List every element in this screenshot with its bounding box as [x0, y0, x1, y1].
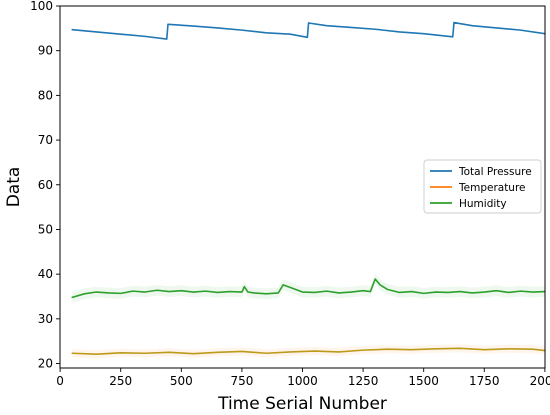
- x-tick-label: 1750: [469, 374, 500, 388]
- x-tick-label: 1250: [348, 374, 379, 388]
- y-tick-label: 80: [38, 88, 53, 102]
- legend: Total Pressure Temperature Humidity: [423, 159, 542, 214]
- legend-entry: Humidity: [459, 198, 507, 210]
- y-tick-label: 70: [38, 133, 53, 147]
- x-axis-title: Time Serial Number: [217, 394, 387, 414]
- y-tick-label: 100: [30, 0, 53, 13]
- y-tick-label: 20: [38, 357, 53, 371]
- series-line-temperature: [71, 347, 546, 355]
- x-tick-label: 250: [109, 374, 132, 388]
- y-axis: 20 30 40 50 60 70 80 90 100: [30, 0, 60, 371]
- y-tick-label: 40: [38, 267, 53, 281]
- series-line-total-pressure: [71, 21, 546, 40]
- legend-box: [423, 159, 542, 214]
- x-tick-label: 1500: [408, 374, 439, 388]
- legend-entry: Total Pressure: [458, 166, 532, 178]
- x-tick-label: 1000: [287, 374, 318, 388]
- band-humidity: [72, 273, 545, 303]
- x-tick-label: 2000: [530, 374, 550, 388]
- x-tick-label: 500: [170, 374, 193, 388]
- x-axis: 0 250 500 750 1000 1250 1500 1750 2000: [56, 368, 550, 388]
- series-lines: [71, 21, 546, 355]
- y-tick-label: 50: [38, 222, 53, 236]
- y-tick-label: 30: [38, 312, 53, 326]
- x-tick-label: 0: [56, 374, 64, 388]
- series-line-humidity: [71, 278, 546, 299]
- y-tick-label: 60: [38, 178, 53, 192]
- y-tick-label: 90: [38, 44, 53, 58]
- legend-entry: Temperature: [458, 182, 526, 194]
- y-axis-title: Data: [4, 167, 24, 208]
- x-tick-label: 750: [230, 374, 253, 388]
